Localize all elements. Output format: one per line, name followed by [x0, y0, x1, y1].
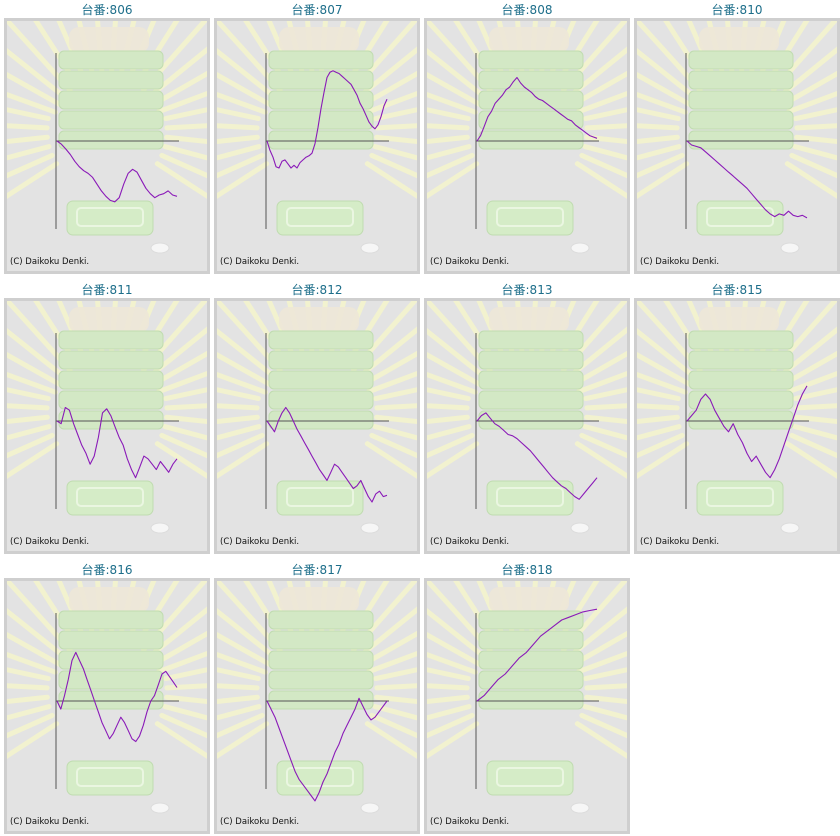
- background-machine: [58, 307, 170, 534]
- chart-title[interactable]: 台番:811: [81, 283, 133, 297]
- series-line: [476, 412, 598, 500]
- background-machine: [58, 27, 170, 254]
- series-line: [476, 76, 598, 142]
- chart-title[interactable]: 台番:817: [291, 563, 343, 577]
- chart-cell: 台番:812 (C) Daikoku Denki.: [214, 280, 420, 556]
- panel-background: [427, 301, 627, 534]
- chart-panel: (C) Daikoku Denki.: [424, 298, 630, 554]
- chart-cell: 台番:810 (C) Daikoku Denki.: [634, 0, 840, 276]
- chart-panel: (C) Daikoku Denki.: [424, 18, 630, 274]
- chart-cell: 台番:815 (C) Daikoku Denki.: [634, 280, 840, 556]
- background-machine: [268, 27, 380, 254]
- copyright-credit: (C) Daikoku Denki.: [220, 537, 300, 547]
- background-machine: [478, 587, 590, 814]
- plot-area: [475, 333, 599, 509]
- plot-area: [685, 333, 809, 509]
- background-machine: [688, 307, 800, 534]
- plot-area: [55, 333, 179, 509]
- chart-cell: 台番:806 (C) Daikoku Denki.: [4, 0, 210, 276]
- panel-background: [7, 301, 207, 534]
- panel-background: [7, 581, 207, 814]
- chart-panel: (C) Daikoku Denki.: [4, 298, 210, 554]
- copyright-credit: (C) Daikoku Denki.: [220, 817, 300, 827]
- plot-area: [265, 333, 389, 509]
- copyright-credit: (C) Daikoku Denki.: [10, 257, 90, 267]
- panel-background: [427, 21, 627, 254]
- panel-background: [637, 301, 837, 534]
- chart-cell: 台番:811 (C) Daikoku Denki.: [4, 280, 210, 556]
- panel-background: [217, 21, 417, 254]
- chart-title[interactable]: 台番:813: [501, 283, 553, 297]
- background-machine: [478, 307, 590, 534]
- background-rays: [637, 21, 837, 199]
- series-line: [266, 697, 388, 802]
- background-machine: [268, 307, 380, 534]
- chart-cell: 台番:807 (C) Daikoku Denki.: [214, 0, 420, 276]
- background-machine: [58, 587, 170, 814]
- series-line: [686, 140, 808, 219]
- series-line: [686, 385, 808, 479]
- chart-cell: 台番:818 (C) Daikoku Denki.: [424, 560, 630, 836]
- chart-panel: (C) Daikoku Denki.: [4, 18, 210, 274]
- copyright-credit: (C) Daikoku Denki.: [640, 257, 720, 267]
- chart-cell: 台番:817 (C) Daikoku Denki.: [214, 560, 420, 836]
- chart-title[interactable]: 台番:816: [81, 563, 133, 577]
- panel-background: [217, 581, 417, 814]
- chart-cell: 台番:816 (C) Daikoku Denki.: [4, 560, 210, 836]
- background-rays: [427, 581, 627, 759]
- plot-area: [265, 613, 389, 802]
- chart-title[interactable]: 台番:818: [501, 563, 553, 577]
- plot-area: [685, 53, 809, 229]
- chart-panel: (C) Daikoku Denki.: [214, 298, 420, 554]
- copyright-credit: (C) Daikoku Denki.: [10, 817, 90, 827]
- chart-panel: (C) Daikoku Denki.: [634, 18, 840, 274]
- series-line: [56, 406, 178, 479]
- chart-panel: (C) Daikoku Denki.: [4, 578, 210, 834]
- chart-cell: 台番:808 (C) Daikoku Denki.: [424, 0, 630, 276]
- copyright-credit: (C) Daikoku Denki.: [10, 537, 90, 547]
- panel-background: [217, 301, 417, 534]
- chart-title[interactable]: 台番:815: [711, 283, 763, 297]
- chart-title[interactable]: 台番:806: [81, 3, 133, 17]
- plot-area: [475, 53, 599, 229]
- copyright-credit: (C) Daikoku Denki.: [430, 537, 510, 547]
- chart-panel: (C) Daikoku Denki.: [214, 18, 420, 274]
- panel-background: [7, 21, 207, 254]
- series-line: [56, 140, 178, 203]
- copyright-credit: (C) Daikoku Denki.: [640, 537, 720, 547]
- series-line: [266, 70, 388, 169]
- series-line: [476, 608, 598, 702]
- plot-area: [55, 613, 179, 789]
- plot-area: [475, 608, 599, 789]
- copyright-credit: (C) Daikoku Denki.: [430, 257, 510, 267]
- chart-title[interactable]: 台番:810: [711, 3, 763, 17]
- series-line: [56, 651, 178, 743]
- chart-panel: (C) Daikoku Denki.: [424, 578, 630, 834]
- panel-background: [637, 21, 837, 254]
- plot-area: [55, 53, 179, 229]
- series-line: [266, 406, 388, 503]
- background-machine: [268, 587, 380, 814]
- copyright-credit: (C) Daikoku Denki.: [430, 817, 510, 827]
- chart-cell: 台番:813 (C) Daikoku Denki.: [424, 280, 630, 556]
- background-machine: [478, 27, 590, 254]
- chart-panel: (C) Daikoku Denki.: [214, 578, 420, 834]
- chart-title[interactable]: 台番:808: [501, 3, 553, 17]
- background-machine: [688, 27, 800, 254]
- panel-background: [427, 581, 627, 814]
- chart-title[interactable]: 台番:807: [291, 3, 343, 17]
- copyright-credit: (C) Daikoku Denki.: [220, 257, 300, 267]
- chart-title[interactable]: 台番:812: [291, 283, 343, 297]
- chart-panel: (C) Daikoku Denki.: [634, 298, 840, 554]
- plot-area: [265, 53, 389, 229]
